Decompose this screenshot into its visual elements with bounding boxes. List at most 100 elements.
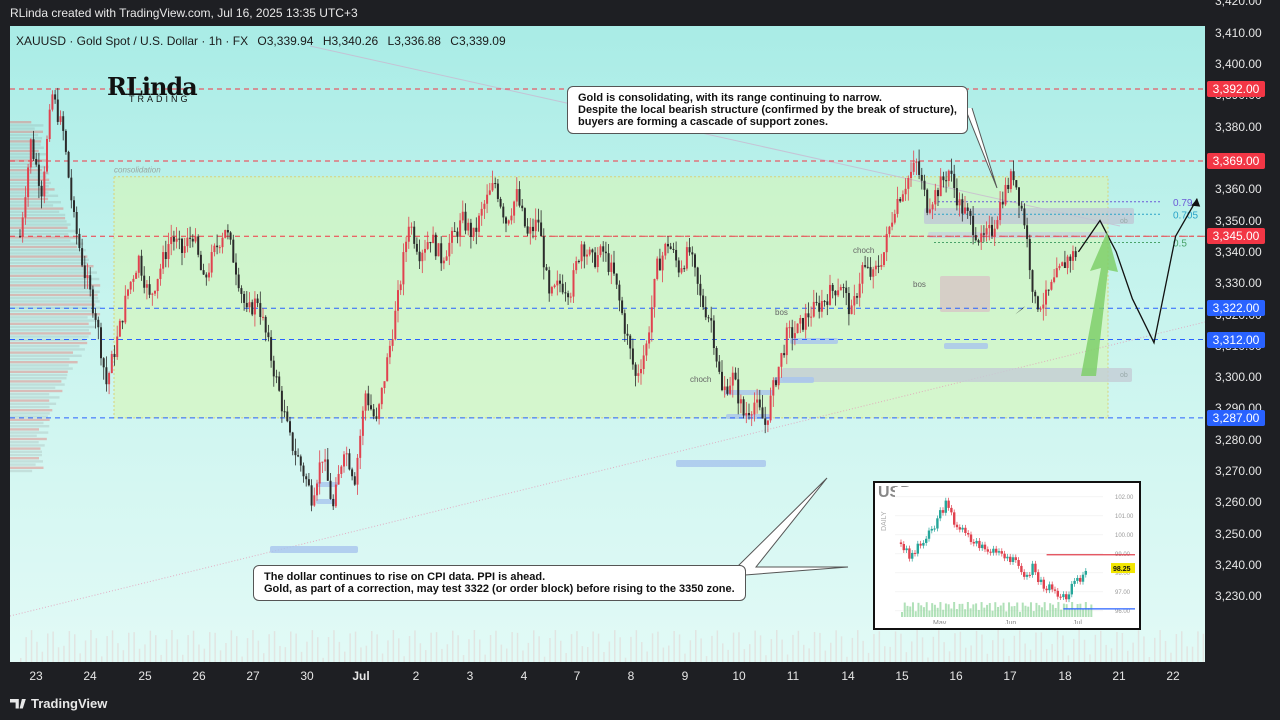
candle-body — [437, 243, 440, 257]
volume-profile-bar — [10, 380, 62, 383]
y-tick-label: 3,340.00 — [1215, 244, 1262, 259]
support-zone — [774, 377, 814, 383]
volume-profile-bar — [10, 428, 39, 431]
volume-bar — [457, 635, 459, 662]
volume-bar — [1121, 633, 1124, 662]
candle-body — [170, 236, 173, 245]
candle-body — [645, 343, 648, 356]
choch-label: choch — [690, 375, 711, 384]
x-tick-label: 2 — [412, 669, 420, 683]
candle-body — [475, 227, 478, 232]
volume-bar — [997, 630, 999, 662]
candle-body — [985, 228, 988, 235]
bos-label: bos — [775, 308, 788, 317]
tradingview-logo[interactable]: TradingView — [10, 696, 107, 711]
candle-body — [283, 411, 286, 413]
volume-bar — [322, 657, 324, 662]
candle-body — [272, 360, 275, 377]
candle-body — [483, 203, 486, 209]
candle-body — [405, 241, 408, 253]
candle-body — [208, 272, 210, 278]
inset-volume-bar — [961, 603, 964, 617]
open-value: O3,339.94 — [257, 34, 314, 48]
volume-bar — [1100, 630, 1102, 662]
y-tick-label: 3,240.00 — [1215, 558, 1262, 573]
inset-volume-bar — [909, 606, 912, 617]
symbol-header: XAUUSD · Gold Spot / U.S. Dollar · 1h · … — [16, 34, 512, 48]
candle-body — [780, 353, 783, 367]
inset-candle-body — [913, 552, 917, 554]
volume-profile-bar — [10, 236, 80, 239]
candle-body — [397, 290, 399, 311]
volume-profile-bar — [10, 149, 39, 153]
candle-body — [81, 248, 84, 266]
candle-body — [675, 249, 678, 261]
volume-profile-bar — [10, 143, 41, 146]
volume-profile-bar — [10, 453, 42, 457]
candle-body — [334, 484, 337, 507]
candle-body — [648, 332, 651, 344]
candle-body — [305, 476, 308, 480]
volume-bar — [992, 640, 994, 662]
candle-body — [162, 252, 165, 269]
volume-profile-bar — [10, 361, 78, 364]
inset-candle-body — [1006, 556, 1009, 559]
inset-candle-body — [1056, 590, 1059, 597]
inset-volume-bar — [911, 602, 914, 617]
candle-body — [526, 226, 529, 234]
volume-bar — [565, 653, 567, 662]
volume-bar — [732, 632, 735, 662]
y-tick-label: 3,350.00 — [1215, 213, 1262, 228]
volume-profile-bar — [10, 469, 33, 473]
candle-body — [869, 267, 872, 277]
candle-body — [764, 418, 767, 425]
inset-candle-body — [1003, 553, 1006, 559]
volume-bar — [576, 631, 578, 662]
inset-candle-body — [947, 500, 950, 508]
volume-bar — [862, 640, 864, 662]
inset-candle-body — [1042, 579, 1045, 589]
candle-body — [383, 381, 386, 388]
candle-body — [1055, 268, 1058, 278]
time-axis[interactable]: 23 24 25 26 27 30 Jul 2 3 4 7 8 9 10 11 14 15 16 17 18 21 22 — [10, 662, 1205, 688]
candle-body — [299, 456, 302, 466]
volume-bar — [165, 639, 168, 662]
volume-bar — [554, 630, 557, 662]
candle-body — [27, 167, 30, 198]
candle-body — [1026, 225, 1029, 240]
volume-profile-bar — [10, 178, 50, 181]
volume-profile-bar — [10, 207, 64, 210]
candle-body — [467, 222, 470, 231]
inset-volume-bar — [1002, 602, 1005, 617]
x-tick-label: 22 — [1166, 669, 1180, 683]
inset-candle-body — [1045, 588, 1048, 591]
volume-profile-bar — [10, 287, 95, 290]
candle-body — [988, 224, 991, 229]
candle-body — [955, 188, 958, 206]
candle-body — [280, 390, 283, 412]
candle-body — [926, 189, 929, 213]
support-zone — [270, 546, 358, 553]
volume-profile-bar — [10, 185, 49, 188]
candle-body — [729, 385, 732, 394]
volume-bar — [479, 639, 481, 662]
volume-bar — [911, 641, 913, 662]
symbol-label[interactable]: XAUUSD · Gold Spot / U.S. Dollar · 1h · … — [16, 34, 249, 48]
candle-body — [91, 289, 94, 314]
candle-body — [564, 292, 567, 294]
volume-bar — [360, 647, 362, 662]
volume-profile-bar — [10, 121, 32, 124]
inset-candle-body — [1062, 594, 1065, 598]
support-zone — [676, 460, 766, 467]
candle-body — [245, 302, 248, 308]
volume-bar — [506, 648, 508, 662]
candle-body — [1039, 308, 1042, 310]
volume-bar — [646, 651, 648, 662]
volume-bar — [938, 630, 940, 662]
candle-body — [885, 233, 888, 253]
candle-body — [469, 222, 472, 237]
footer-bar: TradingView — [0, 688, 1280, 720]
inset-y-label: 97.00 — [1115, 590, 1131, 596]
volume-bar — [560, 640, 562, 662]
inset-volume-bar — [1035, 602, 1038, 617]
